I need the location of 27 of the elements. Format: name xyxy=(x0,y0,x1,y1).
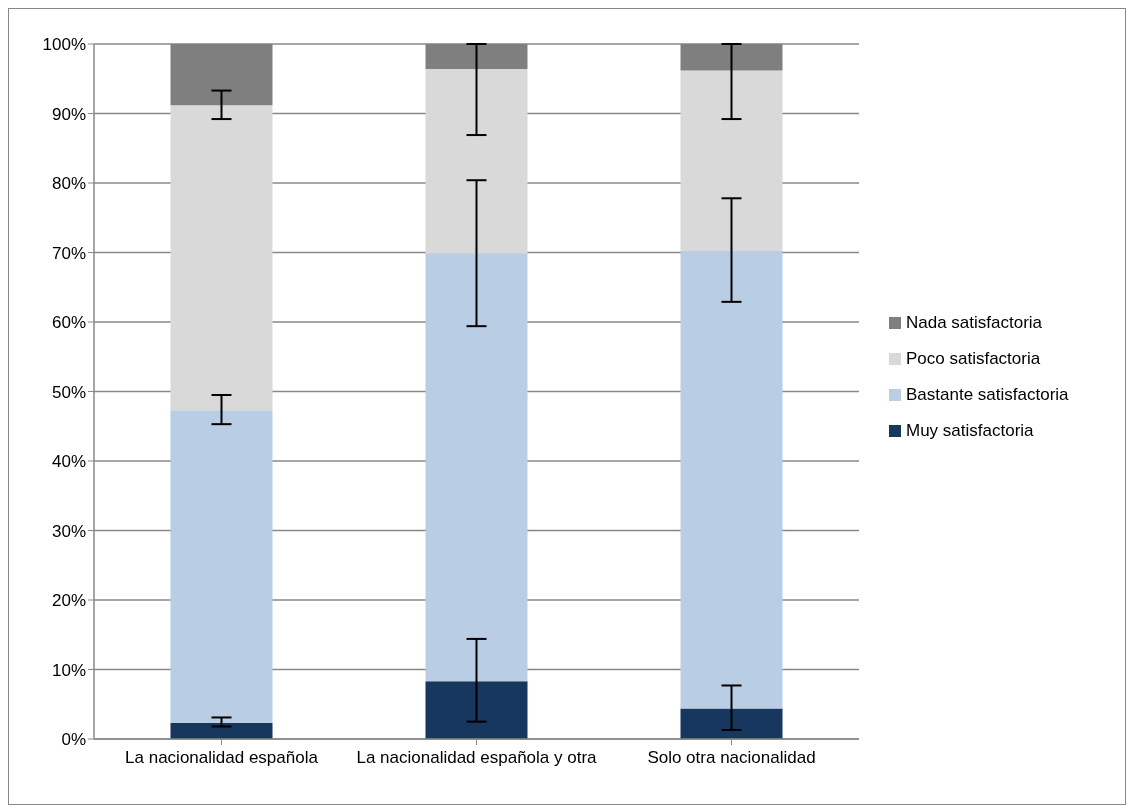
x-tick-label: La nacionalidad española xyxy=(125,748,319,768)
y-tick-label: 60% xyxy=(51,313,86,333)
bar xyxy=(680,70,783,252)
y-tick-label: 90% xyxy=(51,104,86,124)
y-tick-label: 10% xyxy=(51,660,86,680)
y-tick-label: 50% xyxy=(51,382,86,402)
legend-label: Muy satisfactoria xyxy=(906,421,1034,441)
bar xyxy=(680,251,783,709)
y-tick-label: 30% xyxy=(51,521,86,541)
y-tick-label: 40% xyxy=(51,452,86,472)
y-tick-label: 80% xyxy=(51,174,86,194)
bar xyxy=(170,105,273,411)
x-tick-label: Solo otra nacionalidad xyxy=(647,748,816,768)
bar xyxy=(680,708,783,739)
y-tick-label: 100% xyxy=(42,35,86,55)
legend-label: Bastante satisfactoria xyxy=(906,385,1069,405)
bar xyxy=(170,410,273,724)
legend-label: Nada satisfactoria xyxy=(906,313,1043,333)
bar xyxy=(425,69,528,254)
legend-label: Poco satisfactoria xyxy=(906,349,1041,369)
y-tick-label: 0% xyxy=(61,730,86,750)
bar xyxy=(425,681,528,739)
y-tick-label: 20% xyxy=(51,591,86,611)
x-tick-label: La nacionalidad española y otra xyxy=(356,748,598,768)
y-tick-label: 70% xyxy=(51,243,86,263)
bar xyxy=(425,253,528,682)
bar xyxy=(170,723,273,739)
